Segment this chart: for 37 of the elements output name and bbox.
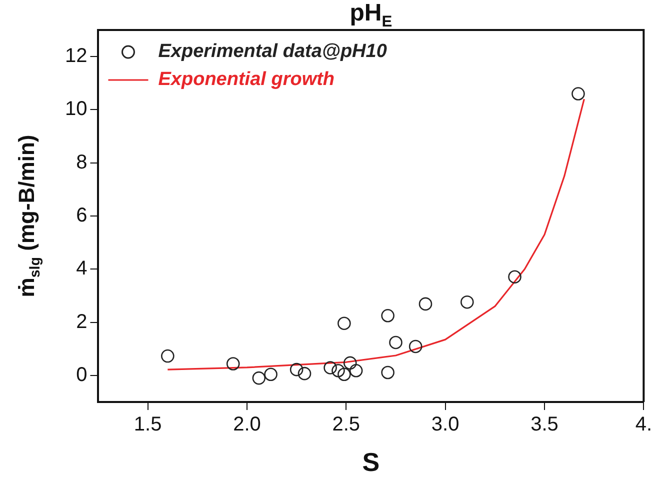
legend-label: Exponential growth [158,69,335,90]
y-tick-label: 6 [76,204,88,227]
x-tick-label: 3.5 [530,414,558,436]
x-tick-label: 4. [635,414,652,436]
point [290,362,304,376]
point [349,364,363,378]
point [338,368,351,382]
point [389,336,402,350]
point [381,308,394,322]
point [460,295,474,309]
point [264,368,278,382]
x-tick-label: 3.0 [431,414,460,436]
y-tick-label: 10 [64,98,88,120]
y-tick-label: 0 [76,364,88,386]
x-tick-label: 2.5 [332,414,360,436]
legend-label: Experimental data@pH10 [158,41,388,62]
point [381,366,394,380]
x-tick-label: 1.5 [134,414,162,436]
point [332,364,345,378]
x-tick-label: 2.0 [233,414,261,436]
point [298,366,312,380]
y-axis-title: ṁslg (mg-B/min) [14,134,44,298]
x-axis-title: S [362,447,380,478]
point [226,357,240,370]
y-tick-label: 4 [76,258,88,280]
y-tick-label: 12 [64,45,88,68]
point [343,356,357,370]
point [408,340,422,354]
y-tick-label: 2 [76,310,88,333]
point [418,297,432,311]
y-tick-label: 8 [76,151,88,174]
point [161,349,174,363]
point [252,371,266,385]
point [572,87,585,100]
point [508,270,522,284]
point [338,316,351,330]
point [324,361,337,374]
